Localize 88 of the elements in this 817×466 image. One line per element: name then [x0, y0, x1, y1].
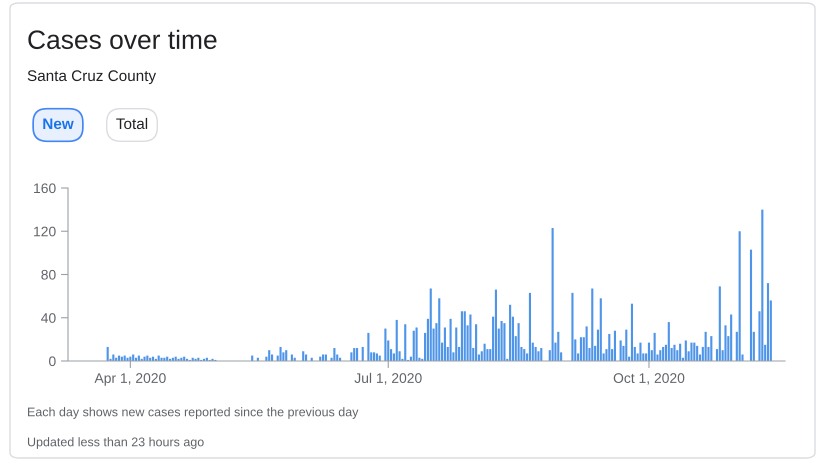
- bar: [450, 318, 452, 361]
- bar: [724, 325, 727, 361]
- bar: [591, 288, 594, 361]
- bar: [534, 346, 537, 361]
- bar: [523, 349, 526, 361]
- bar: [158, 356, 160, 361]
- bar: [750, 250, 752, 361]
- bar: [251, 356, 254, 361]
- bar: [557, 332, 560, 361]
- x-tick-label: Jul 1, 2020: [354, 372, 422, 385]
- bar: [484, 344, 486, 361]
- y-tick-label: 40: [41, 313, 56, 323]
- y-tick-label: 80: [41, 270, 56, 280]
- bar: [503, 323, 506, 361]
- bar: [469, 314, 472, 361]
- bar: [730, 314, 732, 361]
- bar: [662, 346, 664, 361]
- bar: [518, 323, 520, 361]
- bar: [600, 298, 602, 361]
- bar: [396, 320, 398, 361]
- bar: [620, 340, 622, 361]
- bar: [625, 330, 628, 361]
- bar: [166, 356, 168, 361]
- bar: [367, 332, 370, 361]
- bar: [648, 342, 650, 361]
- bar: [608, 334, 610, 361]
- y-tick-label: 0: [49, 356, 56, 366]
- bar: [279, 346, 282, 361]
- bar: [654, 332, 656, 361]
- bar: [444, 327, 446, 361]
- bar: [106, 346, 109, 361]
- x-tick-label: Oct 1, 2020: [614, 373, 684, 385]
- bar: [668, 322, 670, 361]
- bar: [586, 326, 588, 361]
- bar: [761, 210, 764, 361]
- bar: [268, 350, 270, 361]
- chart-title: Cases over time: [28, 30, 216, 50]
- bar: [540, 348, 542, 361]
- bar: [356, 348, 358, 361]
- bar: [384, 328, 386, 361]
- bar: [333, 348, 336, 361]
- bar: [684, 340, 687, 361]
- bar: [174, 356, 177, 361]
- text: Total: [116, 118, 148, 130]
- x-tick-label: Apr 1, 2020: [94, 373, 166, 386]
- bar: [353, 348, 356, 361]
- bar: [500, 320, 503, 361]
- bar: [710, 336, 712, 361]
- bar: [412, 330, 415, 361]
- bar: [580, 337, 582, 361]
- bar: [404, 324, 406, 361]
- bar: [430, 288, 432, 361]
- bar: [673, 344, 676, 361]
- bar: [630, 304, 634, 361]
- bar: [475, 324, 478, 361]
- bar: [696, 346, 698, 361]
- bar: [438, 298, 440, 361]
- bar: [738, 231, 741, 361]
- bar: [639, 342, 642, 361]
- bar: [378, 356, 381, 361]
- bar: [552, 228, 554, 361]
- bar: [362, 346, 364, 361]
- bar: [766, 283, 770, 361]
- text: Each day shows new cases reported since the previous day: [28, 407, 358, 419]
- bar: [509, 304, 512, 361]
- bar: [285, 350, 288, 361]
- bar: [571, 292, 574, 361]
- bar: [464, 311, 466, 361]
- bar: [460, 311, 463, 361]
- y-tick-label: 160: [34, 183, 56, 194]
- bar: [704, 332, 707, 361]
- bar: [679, 344, 682, 361]
- bar: [718, 286, 721, 361]
- bar: [455, 327, 458, 361]
- bar: [693, 342, 696, 361]
- bar: [319, 356, 322, 361]
- bar: [659, 350, 662, 361]
- chart-subtitle: Santa Cruz County: [28, 70, 156, 84]
- y-tick-label: 120: [34, 226, 56, 236]
- text: New: [43, 118, 74, 130]
- bar: [183, 356, 186, 361]
- text: Updated less than 23 hours ago: [28, 437, 204, 449]
- bar: [690, 342, 693, 361]
- bar: [614, 330, 616, 361]
- bar: [528, 292, 532, 361]
- bar: [494, 290, 497, 361]
- bar: [302, 351, 304, 361]
- bar: [416, 327, 418, 361]
